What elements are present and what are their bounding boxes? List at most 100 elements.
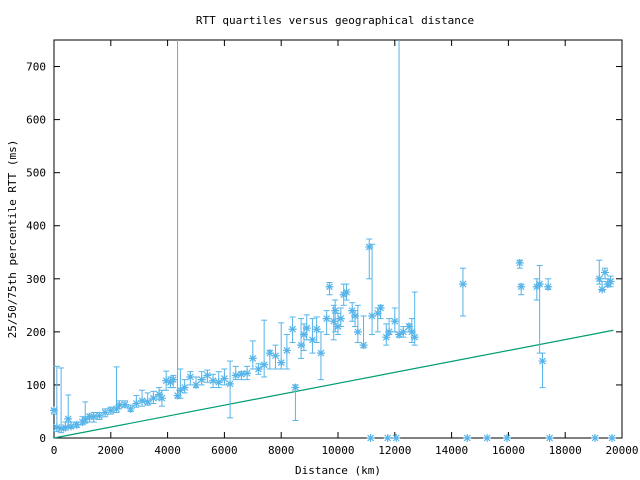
data-point: [383, 434, 392, 442]
data-point: [368, 243, 377, 336]
x-tick-label: 14000: [435, 444, 468, 457]
asterisk-marker: [231, 371, 240, 380]
data-point: [57, 367, 66, 434]
asterisk-marker: [50, 406, 58, 415]
asterisk-marker: [209, 376, 218, 385]
x-tick-label: 0: [51, 444, 58, 457]
asterisk-marker: [173, 391, 182, 400]
asterisk-marker: [373, 309, 382, 318]
asterisk-marker: [57, 424, 66, 433]
data-point: [197, 371, 206, 386]
data-point: [410, 291, 419, 346]
asterisk-marker: [299, 330, 308, 339]
data-point: [608, 434, 617, 442]
data-point: [606, 275, 615, 288]
data-point: [600, 267, 609, 280]
asterisk-marker: [606, 277, 615, 286]
asterisk-marker: [143, 397, 152, 406]
asterisk-marker: [95, 411, 104, 420]
asterisk-marker: [89, 412, 98, 421]
asterisk-marker: [149, 394, 158, 403]
data-point: [106, 406, 115, 415]
asterisk-marker: [407, 327, 416, 336]
data-point: [538, 352, 547, 389]
asterisk-marker: [243, 369, 252, 378]
asterisk-marker: [308, 335, 317, 344]
data-point: [353, 304, 362, 343]
y-tick-label: 400: [26, 220, 46, 233]
x-tick-label: 16000: [492, 444, 525, 457]
asterisk-marker: [297, 341, 306, 350]
asterisk-marker: [106, 406, 115, 415]
asterisk-marker: [260, 360, 269, 369]
asterisk-marker: [316, 349, 325, 358]
data-point: [366, 434, 375, 442]
data-point: [407, 318, 416, 343]
chart-title: RTT quartiles versus geographical distan…: [196, 14, 474, 27]
asterisk-marker: [342, 288, 351, 297]
asterisk-marker: [203, 371, 212, 380]
data-point: [316, 331, 325, 381]
data-point: [126, 404, 135, 413]
data-point: [545, 434, 554, 442]
data-point: [282, 334, 291, 370]
data-point: [458, 267, 467, 317]
data-point: [277, 322, 286, 370]
asterisk-marker: [483, 434, 492, 442]
asterisk-marker: [169, 375, 178, 384]
data-point: [390, 307, 399, 333]
data-point: [322, 310, 331, 336]
asterisk-marker: [598, 285, 607, 294]
asterisk-marker: [390, 317, 399, 326]
data-point: [502, 434, 511, 442]
asterisk-marker: [410, 333, 419, 342]
y-tick-label: 700: [26, 61, 46, 74]
data-point: [115, 400, 124, 410]
data-point: [180, 379, 189, 394]
asterisk-marker: [64, 414, 73, 423]
asterisk-marker: [595, 274, 604, 283]
data-point: [271, 344, 280, 370]
asterisk-marker: [383, 434, 392, 442]
x-tick-label: 6000: [211, 444, 238, 457]
asterisk-marker: [237, 370, 246, 379]
data-point: [385, 318, 394, 336]
data-point: [192, 376, 200, 389]
data-point: [169, 374, 178, 389]
asterisk-marker: [600, 268, 609, 277]
data-point: [336, 307, 345, 328]
y-tick-label: 300: [26, 273, 46, 286]
asterisk-marker: [157, 394, 166, 403]
asterisk-marker: [351, 311, 360, 320]
asterisk-marker: [265, 349, 274, 358]
asterisk-marker: [155, 390, 164, 399]
data-point: [52, 365, 61, 433]
x-tick-label: 10000: [321, 444, 354, 457]
data-point: [243, 365, 252, 381]
data-point: [214, 371, 223, 389]
data-point: [297, 318, 306, 359]
asterisk-marker: [515, 258, 524, 267]
asterisk-marker: [282, 346, 291, 355]
asterisk-marker: [329, 317, 338, 326]
data-point: [517, 282, 526, 296]
asterisk-marker: [186, 372, 195, 381]
asterisk-marker: [101, 408, 110, 417]
asterisk-marker: [115, 401, 124, 410]
data-point: [209, 373, 218, 389]
asterisk-marker: [121, 400, 129, 409]
x-tick-label: 4000: [154, 444, 181, 457]
asterisk-marker: [288, 325, 297, 334]
y-tick-label: 500: [26, 167, 46, 180]
asterisk-marker: [180, 383, 189, 392]
asterisk-marker: [463, 434, 472, 442]
y-tick-label: 100: [26, 379, 46, 392]
asterisk-marker: [277, 358, 286, 367]
asterisk-marker: [591, 434, 600, 442]
x-axis-label: Distance (km): [295, 464, 381, 477]
asterisk-marker: [331, 306, 340, 315]
data-point: [265, 349, 274, 370]
asterisk-marker: [67, 422, 76, 431]
data-point: [392, 434, 401, 442]
